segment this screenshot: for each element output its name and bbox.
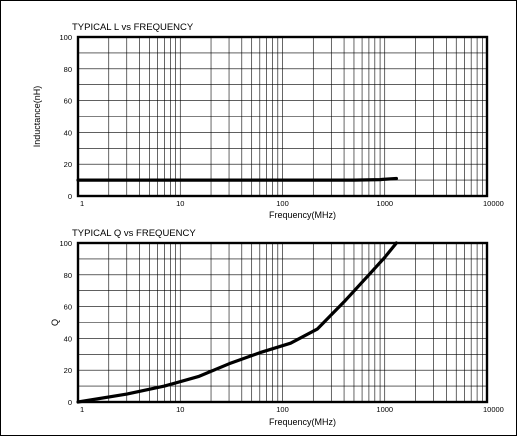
y-tick-label: 40 — [64, 128, 72, 137]
x-tick-label: 10 — [176, 405, 184, 414]
y-tick-label: 60 — [64, 303, 72, 312]
x-tick-label: 10000 — [483, 199, 504, 208]
y-axis-label: Inductance(nH) — [32, 86, 42, 148]
x-tick-label: 1 — [80, 199, 84, 208]
plot-border — [76, 241, 489, 404]
y-tick-label: 20 — [64, 366, 72, 375]
x-tick-label: 100 — [276, 405, 289, 414]
y-tick-label: 100 — [59, 33, 72, 42]
x-tick-label: 10 — [176, 199, 184, 208]
chart-title: TYPICAL L vs FREQUENCY — [72, 22, 194, 33]
series-line-1 — [76, 241, 398, 404]
x-tick-label: 1 — [80, 405, 84, 414]
plot-1: TYPICAL L vs FREQUENCY 0 20 40 60 80 100 1 10 100… — [32, 22, 504, 220]
y-tick-label: 60 — [64, 97, 72, 106]
x-tick-label: 100 — [276, 199, 289, 208]
y-tick-label: 20 — [64, 160, 72, 169]
series-line-1 — [76, 176, 398, 182]
x-axis-label: Frequency(MHz) — [269, 417, 336, 427]
y-tick-label: 40 — [64, 334, 72, 343]
x-tick-label: 1000 — [376, 405, 393, 414]
y-tick-label: 0 — [68, 398, 72, 407]
chart-title: TYPICAL Q vs FREQUENCY — [72, 228, 196, 239]
plot-2: TYPICAL Q vs FREQUENCY 0 20 40 60 80 100 1 10 100… — [50, 228, 504, 427]
y-tick-label: 80 — [64, 271, 72, 280]
x-axis-label: Frequency(MHz) — [269, 210, 336, 220]
y-tick-label: 0 — [68, 192, 72, 201]
y-tick-label: 100 — [59, 239, 72, 248]
x-tick-label: 1000 — [376, 199, 393, 208]
y-axis-label: Q — [50, 319, 60, 326]
y-tick-label: 80 — [64, 65, 72, 74]
x-tick-label: 10000 — [483, 405, 504, 414]
plot-border — [76, 35, 489, 198]
